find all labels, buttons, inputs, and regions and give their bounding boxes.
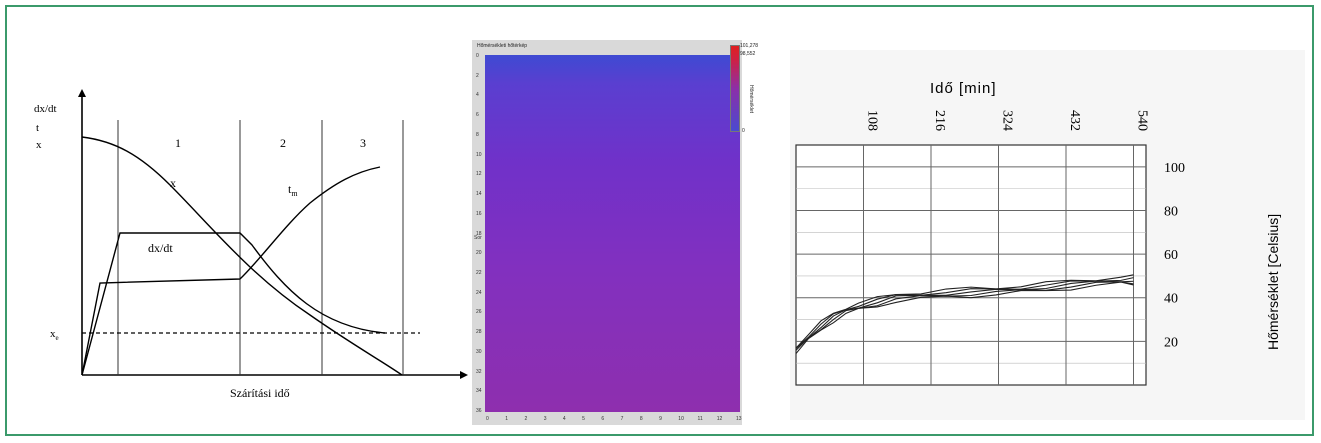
heatmap-x-tick: 5 [582,416,585,422]
y-tick-label: 80 [1164,204,1178,219]
curve-label-tm: tm [288,182,298,198]
heatmap-x-tick: 11 [697,416,703,422]
curve-label-dxdt: dx/dt [148,241,173,255]
heatmap-y-tick: 10 [476,151,482,158]
x-tick-label: 216 [932,110,947,131]
heatmap-ylabel: Sor [474,235,482,241]
colorbar-label: Hőmérséklet [748,85,754,114]
heatmap-y-tick: 36 [476,408,482,414]
curve-x [81,136,403,376]
phase-label-1: 1 [175,136,181,150]
heatmap-x-tick: 8 [639,416,643,422]
colorbar-max: 101,278 [740,43,759,49]
ylabel-dxdt: dx/dt [34,103,57,115]
heatmap-y-tick: 28 [476,329,482,336]
xe-main: x [50,328,56,340]
heatmap-x-tick: 13 [736,416,742,422]
heatmap-y-tick: 32 [476,368,482,375]
tm-sub: m [291,189,298,198]
grid [796,145,1146,385]
temperature-trace [795,281,1134,354]
heatmap-y-tick: 0 [476,53,479,59]
heatmap-y-tick: 8 [476,131,479,138]
curve-label-x: x [170,176,176,190]
heatmap-chart: Hőmérsékleti hőtérkép 101,278 98,552 0 H… [472,40,772,425]
heatmap-y-tick: 26 [476,309,482,316]
curve-dxdt [81,232,386,376]
heatmap-y-tick: 4 [476,92,479,99]
heatmap-y-tick: 12 [476,171,482,178]
temperature-trace [795,274,1134,349]
heatmap-title: Hőmérsékleti hőtérkép [477,43,528,49]
heatmap-y-tick: 2 [476,72,479,79]
y-axis-title: Hőmérséklet [Celsius] [1265,214,1281,350]
drying-curve-svg: dx/dt t x 1 2 3 x dx/dt tm xe Szárítási … [34,89,468,400]
y-tick-label: 40 [1164,292,1178,307]
x-tick-label: 108 [865,110,880,131]
heatmap-y-tick: 30 [476,348,482,355]
y-ticks: 100 80 60 40 20 [1164,161,1185,351]
heatmap-y-tick: 20 [476,250,482,257]
phase-label-3: 3 [360,136,366,150]
x-tick-label: 324 [1000,110,1015,131]
tm-main: t [288,182,292,196]
colorbar-second: 98,552 [740,51,756,57]
heatmap-y-tick: 6 [476,112,479,119]
heatmap-x-tick: 12 [716,416,723,422]
heatmap-x-tick: 4 [562,416,566,422]
drying-curve-chart: dx/dt t x 1 2 3 x dx/dt tm xe Szárítási … [20,75,470,415]
y-tick-label: 20 [1164,335,1178,350]
y-tick-label: 100 [1164,161,1185,176]
ylabel-x: x [36,139,42,151]
heatmap-x-tick: 0 [486,416,489,422]
x-ticks: 108 216 324 432 540 [865,110,1150,131]
heatmap-cells [485,55,740,412]
ylabel-t: t [36,122,39,134]
plot-area [795,144,1147,386]
xe-label: xe [50,328,59,342]
heatmap-x-tick: 10 [678,416,684,422]
y-axis-arrow [78,89,86,97]
temperature-trace [795,280,1134,349]
heatmap-y-tick: 18 [476,230,482,237]
heatmap-x-tick: 6 [601,416,605,422]
heatmap-y-tick: 16 [476,210,482,217]
x-axis-arrow [460,371,468,379]
colorbar-min: 0 [742,128,745,134]
x-tick-label: 432 [1067,110,1082,131]
x-tick-label: 540 [1135,110,1150,131]
heatmap-x-tick: 2 [524,416,528,422]
heatmap-y-tick: 34 [476,388,482,395]
heatmap-x-tick: 9 [659,416,662,422]
temperature-svg: 108 216 324 432 540 100 80 60 40 20 Idő [min] Hő… [795,80,1281,386]
phase-label-2: 2 [280,136,286,150]
xe-sub: e [56,334,59,342]
heatmap-y-tick: 14 [476,191,482,198]
heatmap-x-tick: 7 [620,416,624,422]
y-tick-label: 60 [1164,248,1178,263]
heatmap-x-tick: 1 [505,416,508,422]
heatmap-x-tick: 3 [543,416,547,422]
heatmap-y-tick: 22 [476,269,482,276]
temperature-trace [795,277,1134,349]
temperature-series [795,274,1134,354]
heatmap-y-tick: 24 [476,289,482,296]
x-axis-label: Szárítási idő [230,386,290,400]
colorbar [730,45,740,132]
temperature-chart: 108 216 324 432 540 100 80 60 40 20 Idő [min] Hő… [790,50,1305,420]
curve-tm [81,166,381,376]
x-axis-title: Idő [min] [930,80,997,97]
